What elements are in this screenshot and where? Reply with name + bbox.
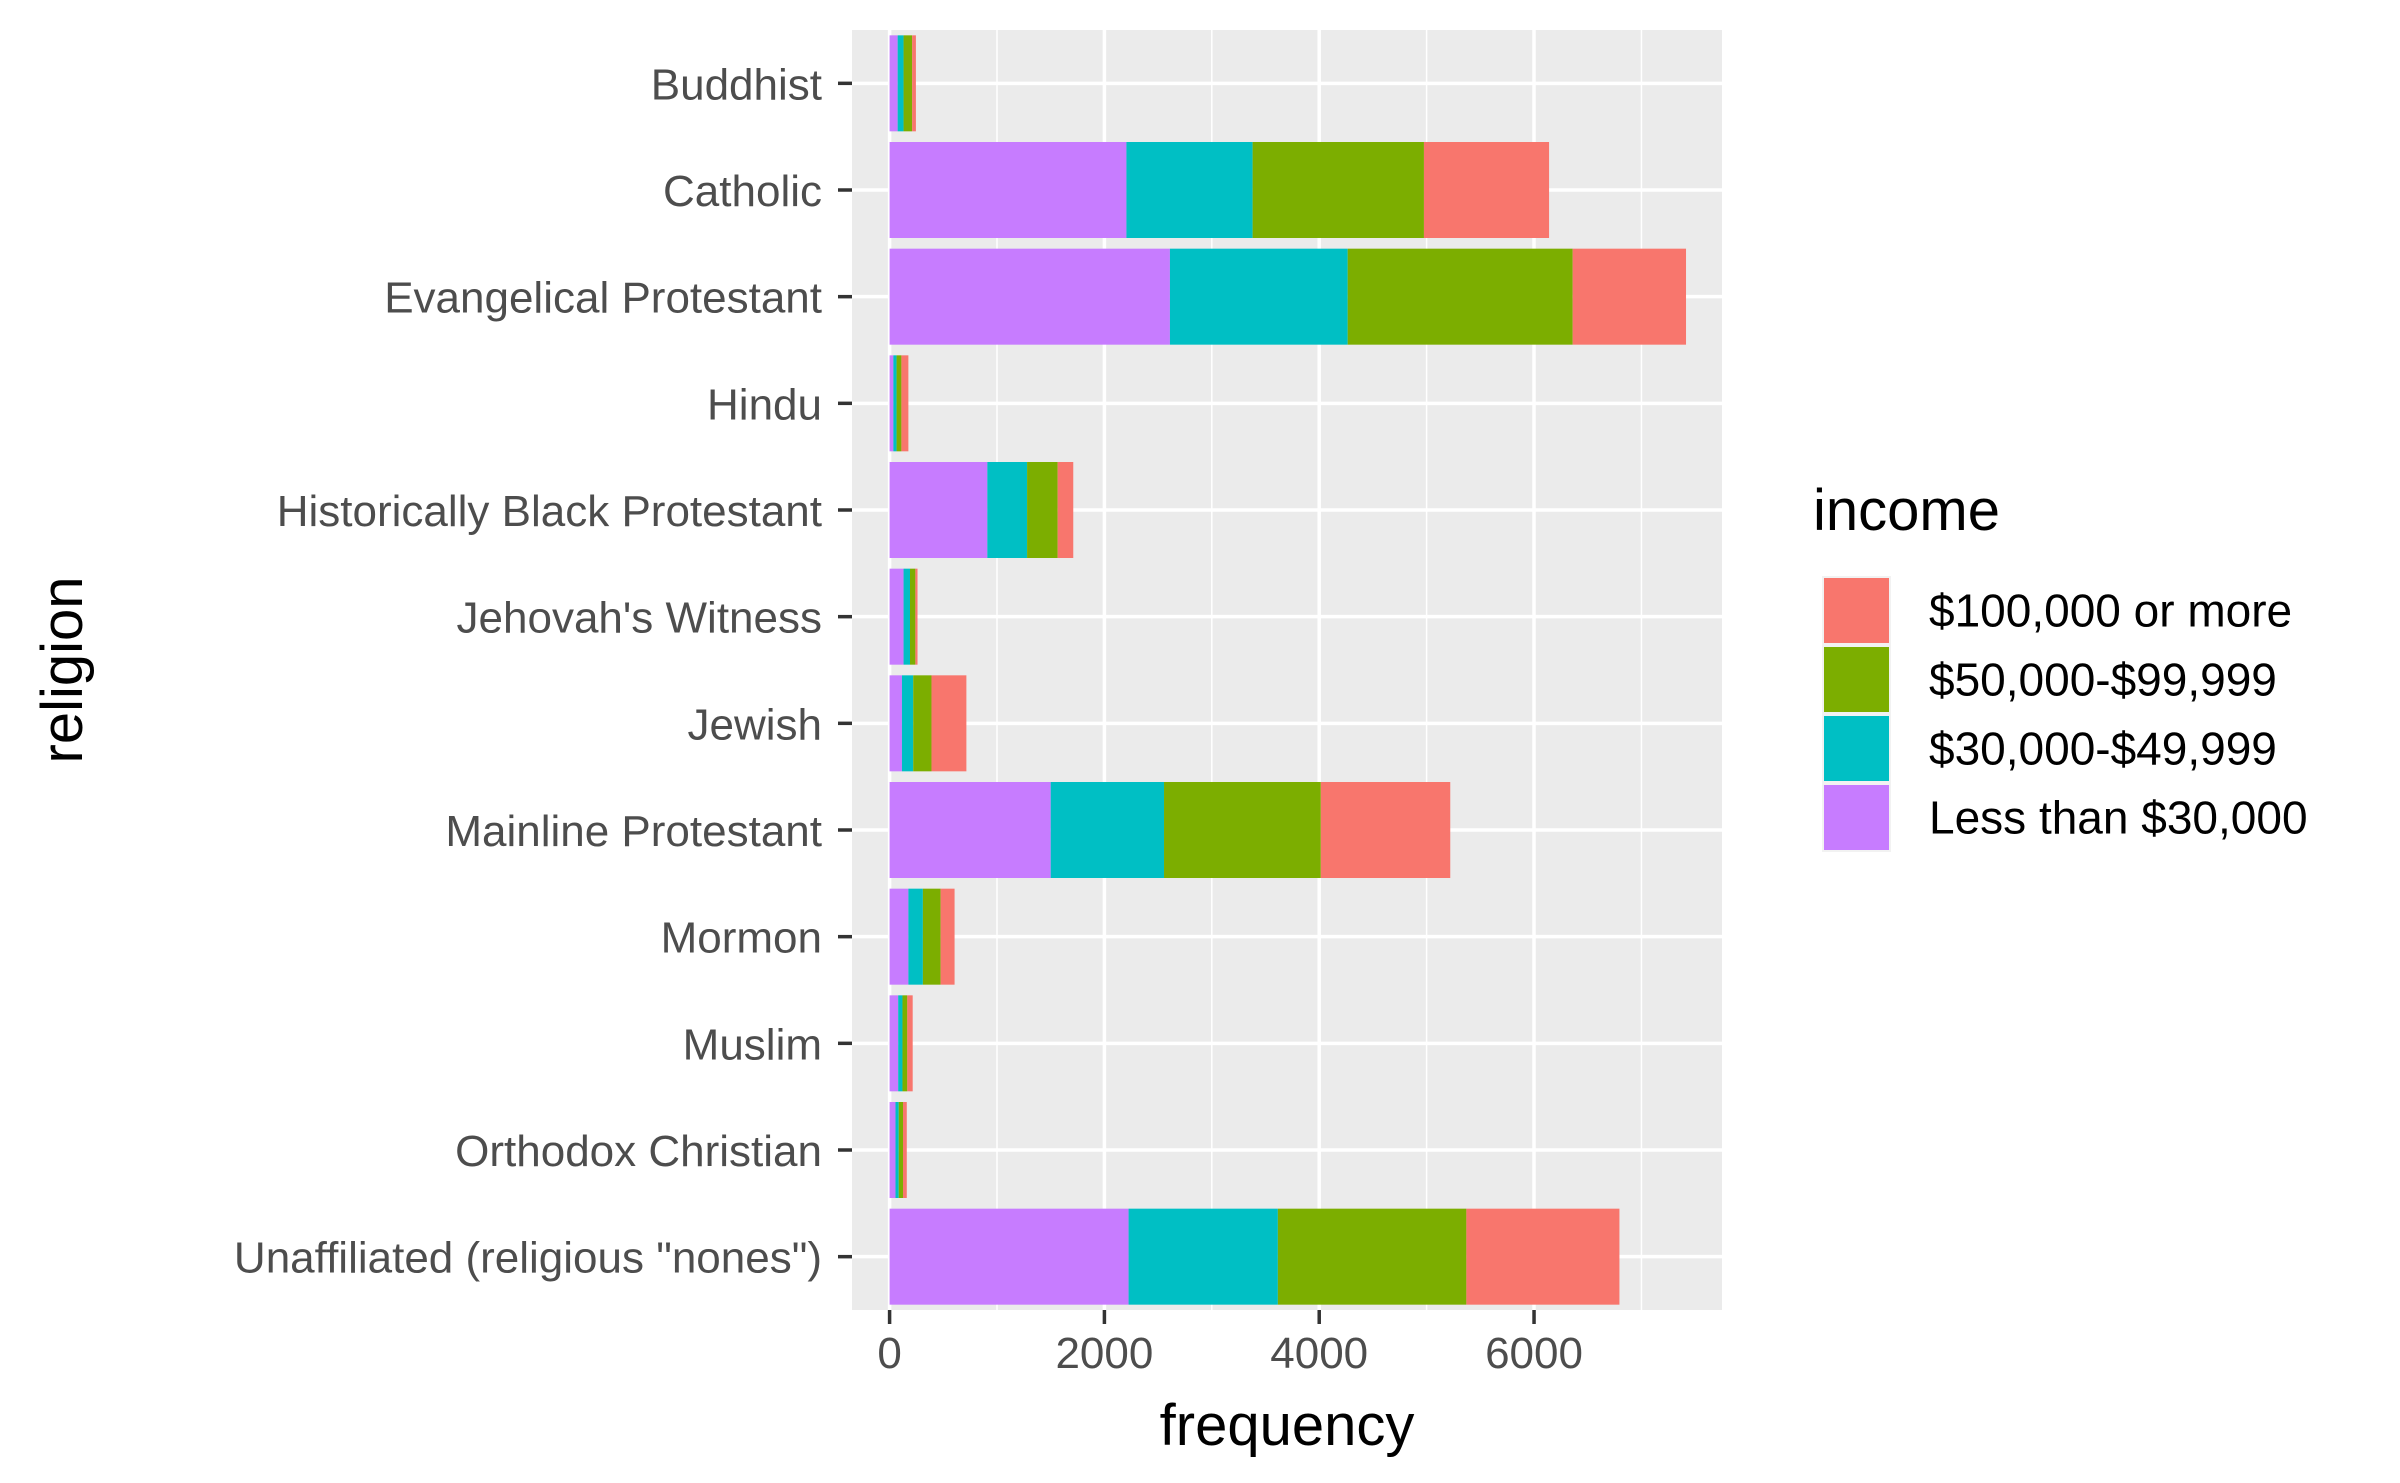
x-axis-title: frequency (1160, 1393, 1415, 1458)
y-tick-label: Jehovah's Witness (457, 594, 822, 643)
y-tick-label: Evangelical Protestant (384, 274, 822, 323)
bar-buddhist-less-than-30-000 (889, 35, 898, 132)
bar-orthodox-christian-30-000-49-999 (895, 1102, 899, 1198)
bar-evangelical-protestant-50-000-99-999 (1347, 248, 1573, 345)
legend: income $100,000 or more $50,000-$99,999 $3… (1813, 478, 2308, 852)
bar-jewish-100-000-or-more (931, 675, 967, 772)
legend-swatch-50-000-99-999 (1824, 647, 1889, 712)
bar-historically-black-protestant-30-000-49-999 (987, 462, 1028, 558)
bar-buddhist-30-000-49-999 (897, 35, 904, 132)
bar-orthodox-christian-50-000-99-999 (898, 1102, 904, 1198)
bar-jehovah-s-witness-100-000-or-more (915, 568, 918, 665)
y-tick-label: Hindu (707, 380, 822, 429)
bar-historically-black-protestant-100-000-or-more (1057, 462, 1074, 558)
bar-orthodox-christian-less-than-30-000 (889, 1102, 896, 1198)
x-tick-label: 0 (877, 1329, 901, 1378)
bar-unaffiliated-religious-nones-less-than-30-000 (889, 1208, 1129, 1305)
bar-muslim-less-than-30-000 (889, 995, 899, 1092)
x-tick-label: 4000 (1270, 1329, 1368, 1378)
bar-jewish-30-000-49-999 (901, 675, 914, 772)
y-axis: Buddhist Catholic Evangelical Protestant Hi… (234, 60, 852, 1283)
y-tick-label: Buddhist (651, 60, 822, 109)
legend-label: $30,000-$49,999 (1929, 723, 2277, 775)
x-axis: 0 2000 4000 6000 (877, 1310, 1583, 1378)
bar-unaffiliated-religious-nones-30-000-49-999 (1128, 1208, 1278, 1305)
y-tick-label: Historically Black Protestant (277, 487, 822, 536)
bar-jehovah-s-witness-50-000-99-999 (910, 568, 916, 665)
bar-hindu-30-000-49-999 (893, 355, 897, 452)
bar-buddhist-100-000-or-more (912, 35, 916, 132)
bar-muslim-100-000-or-more (907, 995, 913, 1092)
bar-mainline-protestant-less-than-30-000 (889, 782, 1051, 878)
bar-muslim-30-000-49-999 (898, 995, 903, 1092)
bar-muslim-50-000-99-999 (902, 995, 908, 1092)
y-axis-title: religion (30, 577, 95, 764)
y-tick-label: Catholic (663, 167, 822, 216)
y-tick-label: Mainline Protestant (445, 807, 822, 856)
legend-label: $50,000-$99,999 (1929, 654, 2277, 706)
legend-title: income (1813, 478, 2000, 543)
bar-jehovah-s-witness-less-than-30-000 (889, 568, 904, 665)
bar-hindu-100-000-or-more (901, 355, 909, 452)
bar-mainline-protestant-100-000-or-more (1320, 782, 1451, 878)
bar-catholic-30-000-49-999 (1126, 142, 1253, 238)
legend-swatch-less-than-30-000 (1824, 785, 1889, 850)
bar-historically-black-protestant-less-than-30-000 (889, 462, 988, 558)
bar-unaffiliated-religious-nones-100-000-or-more (1466, 1208, 1620, 1305)
bar-jewish-less-than-30-000 (889, 675, 902, 772)
bar-jehovah-s-witness-30-000-49-999 (903, 568, 910, 665)
bar-mormon-50-000-99-999 (922, 888, 941, 985)
bar-evangelical-protestant-100-000-or-more (1572, 248, 1687, 345)
x-tick-label: 6000 (1485, 1329, 1583, 1378)
bar-hindu-less-than-30-000 (889, 355, 894, 452)
bar-catholic-50-000-99-999 (1252, 142, 1424, 238)
legend-label: Less than $30,000 (1929, 792, 2308, 844)
bar-unaffiliated-religious-nones-50-000-99-999 (1277, 1208, 1467, 1305)
bar-orthodox-christian-100-000-or-more (903, 1102, 907, 1198)
bar-mormon-30-000-49-999 (908, 888, 923, 985)
bar-mainline-protestant-50-000-99-999 (1164, 782, 1321, 878)
legend-swatch-100-000-or-more (1824, 578, 1889, 643)
legend-label: $100,000 or more (1929, 585, 2292, 637)
bar-mormon-100-000-or-more (940, 888, 955, 985)
bar-evangelical-protestant-30-000-49-999 (1169, 248, 1348, 345)
bar-catholic-less-than-30-000 (889, 142, 1127, 238)
y-tick-label: Unaffiliated (religious "nones") (234, 1234, 822, 1283)
bar-mainline-protestant-30-000-49-999 (1050, 782, 1165, 878)
x-tick-label: 2000 (1055, 1329, 1153, 1378)
bar-buddhist-50-000-99-999 (903, 35, 913, 132)
bar-historically-black-protestant-50-000-99-999 (1027, 462, 1058, 558)
bars (889, 35, 1687, 1305)
bar-mormon-less-than-30-000 (889, 888, 909, 985)
bar-jewish-50-000-99-999 (913, 675, 932, 772)
legend-swatch-30-000-49-999 (1824, 716, 1889, 781)
y-tick-label: Muslim (683, 1020, 822, 1069)
bar-hindu-50-000-99-999 (896, 355, 902, 452)
y-tick-label: Jewish (688, 700, 823, 749)
bar-catholic-100-000-or-more (1423, 142, 1550, 238)
bar-evangelical-protestant-less-than-30-000 (889, 248, 1170, 345)
y-tick-label: Mormon (661, 914, 822, 963)
y-tick-label: Orthodox Christian (455, 1127, 822, 1176)
